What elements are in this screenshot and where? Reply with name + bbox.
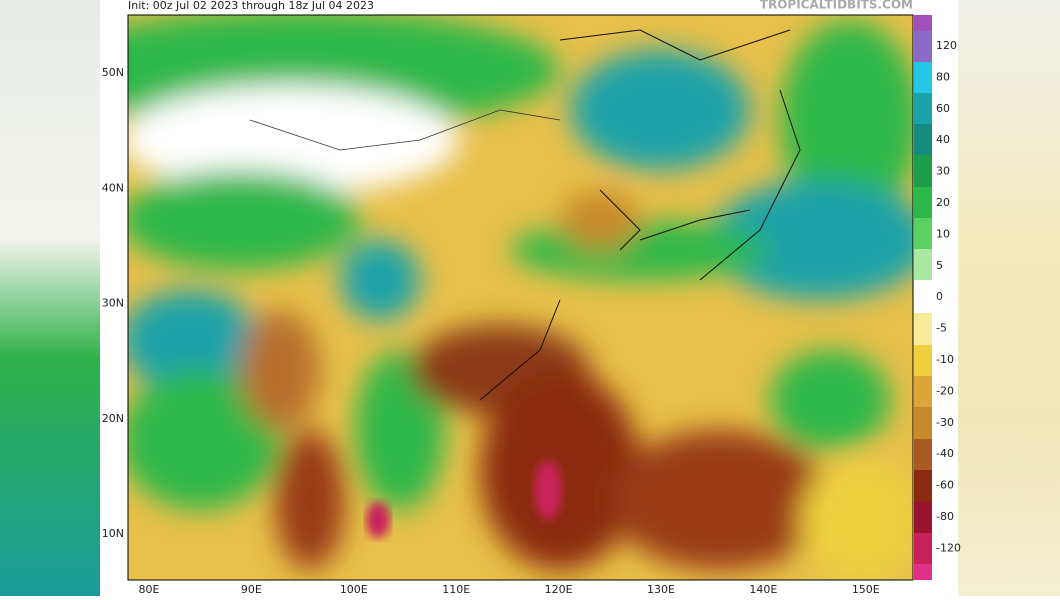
longitude-label: 120E: [545, 583, 573, 596]
colorbar-label: 10: [936, 227, 950, 240]
latitude-label: 50N: [102, 66, 124, 79]
latitude-label: 40N: [102, 181, 124, 194]
latitude-label: 20N: [102, 412, 124, 425]
colorbar-label: -120: [936, 541, 961, 554]
map-title: Init: 00z Jul 02 2023 through 18z Jul 04…: [128, 0, 374, 12]
colorbar-label: -80: [936, 510, 954, 523]
blurred-background-left: [0, 0, 100, 596]
colorbar-label: 30: [936, 165, 950, 178]
longitude-label: 150E: [852, 583, 880, 596]
colorbar-label: 0: [936, 290, 943, 303]
colorbar-label: 5: [936, 259, 943, 272]
watermark: TROPICALTIDBITS.COM: [760, 0, 913, 12]
blurred-background-right: [958, 0, 1060, 596]
colorbar: [914, 15, 932, 580]
colorbar-label: -5: [936, 322, 947, 335]
colorbar-label: -20: [936, 384, 954, 397]
colorbar-label: -60: [936, 479, 954, 492]
colorbar-label: 40: [936, 133, 950, 146]
longitude-label: 110E: [442, 583, 470, 596]
map-frame: [127, 14, 914, 581]
longitude-label: 130E: [647, 583, 675, 596]
latitude-label: 10N: [102, 527, 124, 540]
colorbar-label: -40: [936, 447, 954, 460]
colorbar-label: 20: [936, 196, 950, 209]
colorbar-label: -30: [936, 416, 954, 429]
precipitation-anomaly-map: [128, 15, 913, 580]
colorbar-label: 120: [936, 39, 957, 52]
longitude-label: 100E: [340, 583, 368, 596]
longitude-label: 140E: [749, 583, 777, 596]
latitude-label: 30N: [102, 297, 124, 310]
colorbar-label: 80: [936, 70, 950, 83]
colorbar-label: -10: [936, 353, 954, 366]
longitude-label: 80E: [139, 583, 160, 596]
colorbar-label: 60: [936, 102, 950, 115]
longitude-label: 90E: [241, 583, 262, 596]
